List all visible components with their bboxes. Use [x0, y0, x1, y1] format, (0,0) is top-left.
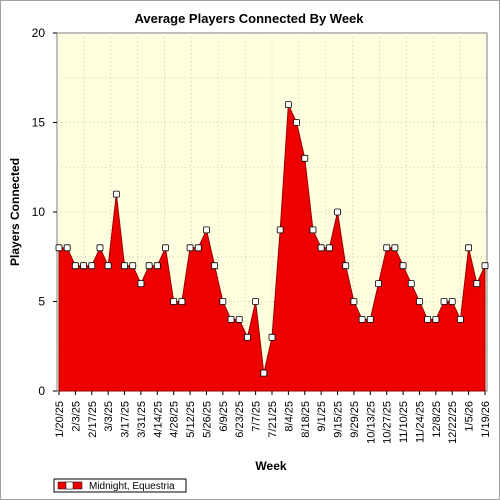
data-point — [416, 298, 423, 305]
data-point — [448, 298, 456, 305]
x-tick-label: 3/17/25 — [120, 401, 132, 438]
legend: Midnight, Equestria — [53, 478, 187, 493]
x-tick-label: 9/15/25 — [333, 401, 345, 438]
y-tick-label: 5 — [38, 295, 45, 309]
data-point — [317, 244, 325, 252]
data-point — [391, 244, 399, 252]
data-point — [235, 315, 243, 323]
data-point — [71, 262, 79, 270]
x-axis-label: Week — [255, 459, 286, 473]
x-tick-label: 7/7/25 — [251, 401, 263, 432]
data-point — [252, 298, 260, 305]
x-tick-label: 3/31/25 — [136, 401, 148, 438]
x-tick-label: 4/28/25 — [169, 401, 181, 438]
data-point — [162, 244, 169, 252]
x-tick-label: 5/12/25 — [185, 401, 197, 438]
data-point — [350, 298, 358, 305]
data-point — [104, 262, 112, 270]
data-point — [203, 226, 210, 234]
data-point — [399, 262, 407, 270]
data-point — [219, 298, 227, 305]
x-tick-label: 1/5/26 — [464, 401, 476, 432]
data-point — [260, 369, 268, 377]
data-point — [55, 244, 63, 252]
data-point — [137, 280, 145, 288]
x-tick-label: 2/3/25 — [70, 401, 82, 432]
legend-marker — [65, 481, 74, 490]
data-point — [309, 226, 317, 234]
data-point — [334, 208, 341, 216]
data-point — [186, 244, 194, 252]
x-tick-label: 11/10/25 — [398, 401, 410, 443]
data-point — [293, 119, 300, 126]
x-tick-label: 2/17/25 — [87, 401, 99, 438]
data-point — [481, 262, 489, 270]
data-point — [358, 315, 366, 323]
legend-box — [53, 478, 187, 493]
x-tick-label: 1/19/26 — [480, 401, 492, 438]
data-point — [268, 333, 276, 341]
x-axis-ticks: 1/20/25 2/3/25 2/17/25 3/3/25 3/17/25 3/31/25… — [54, 391, 492, 444]
x-tick-label: 7/21/25 — [267, 401, 279, 438]
data-point — [465, 244, 473, 252]
data-point — [407, 280, 415, 288]
legend-label: Midnight, Equestria — [89, 481, 175, 492]
data-point — [424, 315, 432, 323]
x-tick-label: 6/9/25 — [218, 401, 230, 432]
data-point — [473, 280, 481, 288]
x-tick-label: 5/26/25 — [201, 401, 213, 438]
x-tick-label: 8/4/25 — [283, 401, 295, 432]
data-point — [227, 315, 235, 323]
y-tick-label: 0 — [38, 384, 45, 398]
data-point — [145, 262, 153, 270]
data-point — [244, 333, 251, 341]
y-tick-label: 20 — [32, 26, 46, 40]
y-axis-ticks: 0 5 10 15 20 — [32, 26, 57, 398]
x-tick-label: 10/27/25 — [382, 401, 394, 444]
x-tick-label: 3/3/25 — [103, 401, 115, 432]
x-tick-label: 11/24/25 — [414, 401, 426, 443]
data-point — [211, 262, 219, 270]
data-point — [88, 262, 96, 270]
x-tick-label: 9/1/25 — [316, 401, 328, 432]
data-point — [366, 315, 374, 323]
data-point — [342, 262, 350, 270]
y-axis-label: Players Connected — [8, 158, 22, 266]
data-point — [301, 154, 309, 162]
data-point — [121, 262, 128, 270]
data-point — [284, 101, 292, 108]
x-tick-label: 4/14/25 — [152, 401, 164, 438]
data-point — [63, 244, 71, 252]
data-point — [375, 280, 382, 288]
x-tick-label: 6/23/25 — [234, 401, 246, 438]
x-tick-label: 9/29/25 — [349, 401, 361, 438]
data-point — [112, 190, 120, 198]
data-point — [178, 298, 186, 305]
x-tick-label: 8/18/25 — [300, 401, 312, 438]
chart-title: Average Players Connected By Week — [134, 11, 364, 26]
x-tick-label: 12/22/25 — [447, 401, 459, 444]
data-point — [96, 244, 104, 252]
data-markers — [55, 101, 489, 377]
x-tick-label: 12/8/25 — [431, 401, 443, 438]
y-tick-label: 15 — [32, 116, 46, 130]
data-point — [170, 298, 178, 305]
data-point — [276, 226, 284, 234]
x-tick-label: 10/13/25 — [365, 401, 377, 444]
data-point — [194, 244, 202, 252]
data-point — [153, 262, 161, 270]
data-point — [457, 315, 464, 323]
data-point — [440, 298, 448, 305]
x-tick-label: 1/20/25 — [54, 401, 66, 438]
y-tick-label: 10 — [32, 205, 46, 219]
data-point — [383, 244, 391, 252]
data-point — [129, 262, 137, 270]
data-point — [432, 315, 440, 323]
data-point — [80, 262, 87, 270]
data-point — [325, 244, 333, 252]
